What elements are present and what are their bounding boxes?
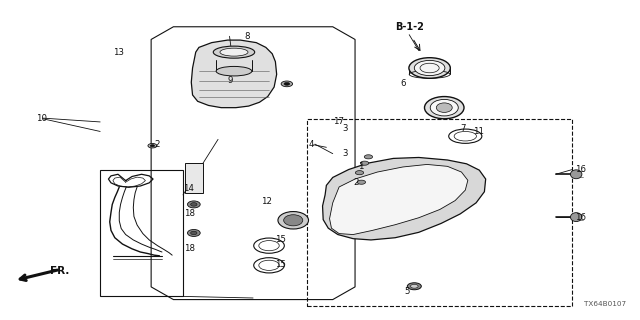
Ellipse shape <box>191 231 197 235</box>
Ellipse shape <box>570 213 582 221</box>
Ellipse shape <box>188 229 200 236</box>
Text: 2: 2 <box>354 178 359 187</box>
Text: TX64B0107: TX64B0107 <box>584 301 626 307</box>
Ellipse shape <box>357 180 365 184</box>
Polygon shape <box>191 40 276 108</box>
Ellipse shape <box>284 215 303 226</box>
Text: 2: 2 <box>154 140 160 148</box>
Text: 4: 4 <box>308 140 314 148</box>
Ellipse shape <box>188 201 200 208</box>
Text: 6: 6 <box>401 79 406 88</box>
Bar <box>100 170 183 296</box>
Ellipse shape <box>220 48 248 56</box>
Text: 13: 13 <box>113 48 124 57</box>
Text: 17: 17 <box>333 117 344 126</box>
Text: 3: 3 <box>342 124 348 133</box>
Text: 18: 18 <box>184 244 195 253</box>
Text: 14: 14 <box>183 184 194 193</box>
Ellipse shape <box>191 203 197 206</box>
Ellipse shape <box>216 67 252 76</box>
Ellipse shape <box>430 100 458 116</box>
Text: 3: 3 <box>342 149 348 158</box>
Ellipse shape <box>436 103 452 112</box>
Text: 1: 1 <box>358 162 364 171</box>
Text: 15: 15 <box>275 235 286 244</box>
Text: B-1-2: B-1-2 <box>395 22 424 32</box>
Bar <box>307 119 572 306</box>
Text: 18: 18 <box>184 209 195 219</box>
Text: 8: 8 <box>244 32 250 41</box>
Text: 16: 16 <box>575 212 586 222</box>
Text: 10: 10 <box>36 114 47 123</box>
Ellipse shape <box>150 145 155 147</box>
Ellipse shape <box>570 170 582 179</box>
Text: FR.: FR. <box>50 266 69 276</box>
Text: 11: 11 <box>473 127 484 136</box>
Text: 7: 7 <box>460 124 466 133</box>
Ellipse shape <box>414 60 445 76</box>
Ellipse shape <box>148 143 157 148</box>
Ellipse shape <box>364 155 372 159</box>
Ellipse shape <box>409 58 451 78</box>
Polygon shape <box>323 157 486 240</box>
Text: 15: 15 <box>275 260 286 269</box>
Polygon shape <box>330 164 468 235</box>
Ellipse shape <box>284 83 290 85</box>
Text: 5: 5 <box>404 287 410 296</box>
Ellipse shape <box>355 171 364 175</box>
Ellipse shape <box>278 212 308 229</box>
Ellipse shape <box>360 161 369 165</box>
Ellipse shape <box>281 81 292 87</box>
Text: 12: 12 <box>261 197 273 206</box>
Ellipse shape <box>213 46 255 58</box>
Bar <box>185 163 203 193</box>
Ellipse shape <box>424 97 464 119</box>
Ellipse shape <box>407 283 421 290</box>
Ellipse shape <box>410 284 418 288</box>
Text: 16: 16 <box>575 165 586 174</box>
Text: 9: 9 <box>228 76 233 85</box>
